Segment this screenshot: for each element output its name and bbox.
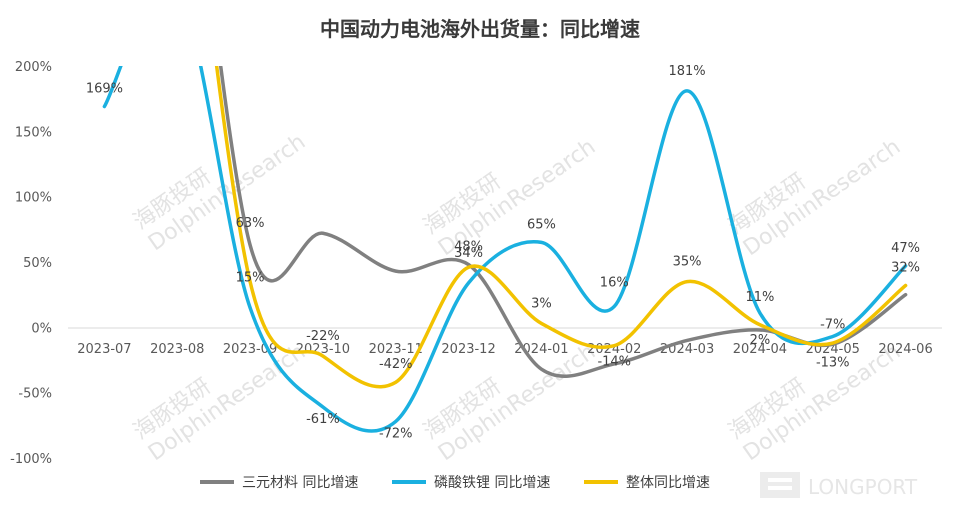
y-tick-label: 200% <box>15 60 52 75</box>
watermark: 海豚投研 DolphinResearch <box>129 129 310 256</box>
data-label-lfp: 11% <box>745 290 774 305</box>
x-tick-label: 2023-11 <box>369 342 423 357</box>
data-label-ternary: -13% <box>816 355 850 370</box>
legend-label-total: 整体同比增速 <box>626 475 710 491</box>
watermark: 海豚投研 DolphinResearch <box>724 134 905 261</box>
data-label-lfp: 16% <box>600 275 629 290</box>
logo-mark-stripe <box>768 486 792 490</box>
x-tick-label: 2023-07 <box>77 342 131 357</box>
data-label-lfp: 34% <box>454 246 483 261</box>
watermark: 海豚投研 DolphinResearch <box>129 339 310 466</box>
data-label-lfp: 47% <box>891 241 920 256</box>
legend: 三元材料 同比增速 磷酸铁锂 同比增速 整体同比增速 <box>200 475 710 491</box>
y-tick-label: -50% <box>18 387 52 402</box>
data-label-ternary: 48% <box>454 240 483 255</box>
y-tick-label: -100% <box>10 452 52 467</box>
y-tick-label: 150% <box>15 125 52 140</box>
logo-mark <box>760 472 800 498</box>
x-tick-label: 2023-08 <box>150 342 204 357</box>
data-label-lfp: 181% <box>668 64 705 79</box>
data-label-lfp: 169% <box>86 82 123 97</box>
chart-title: 中国动力电池海外出货量：同比增速 <box>320 17 640 41</box>
data-label-lfp: -7% <box>820 317 845 332</box>
x-tick-label: 2024-04 <box>733 342 787 357</box>
longport-logo: LONGPORT <box>760 472 918 499</box>
watermark: 海豚投研 DolphinResearch <box>419 134 600 261</box>
x-tick-label: 2023-09 <box>223 342 277 357</box>
logo-mark-stripe <box>768 478 792 482</box>
data-label-lfp: -72% <box>379 426 413 441</box>
data-label-total: 35% <box>673 255 702 270</box>
data-label-lfp: 15% <box>236 271 265 286</box>
series-lines <box>102 66 908 433</box>
x-tick-label: 2023-12 <box>441 342 495 357</box>
series-line-ternary <box>218 66 908 378</box>
data-label-total: -14% <box>597 355 631 370</box>
series-line-total <box>214 66 908 389</box>
y-tick-label: 0% <box>31 321 52 336</box>
y-axis: -100% -50% 0% 50% 100% 150% 200% <box>10 60 52 467</box>
logo-text: LONGPORT <box>808 475 918 499</box>
series-line-lfp <box>102 66 908 433</box>
x-tick-label: 2024-06 <box>878 342 932 357</box>
y-tick-label: 100% <box>15 191 52 206</box>
data-label-lfp: 65% <box>527 217 556 232</box>
data-label-ternary: 63% <box>236 216 265 231</box>
data-label-total: 32% <box>891 261 920 276</box>
legend-label-lfp: 磷酸铁锂 同比增速 <box>434 475 550 491</box>
data-label-total: 3% <box>531 296 552 311</box>
data-label-lfp: -61% <box>306 412 340 427</box>
legend-label-ternary: 三元材料 同比增速 <box>242 475 358 491</box>
data-label-ternary: 2% <box>750 333 771 348</box>
data-label-total: -22% <box>306 329 340 344</box>
x-axis: 2023-07 2023-08 2023-09 2023-10 2023-11 2023-… <box>77 342 932 357</box>
y-tick-label: 50% <box>23 256 52 271</box>
data-labels: 63% 48% 2% -13% 169% 15% -61% -72% 34% 65% 16% 181%… <box>86 64 920 442</box>
data-label-total: -42% <box>379 357 413 372</box>
x-tick-label: 2024-03 <box>660 342 714 357</box>
